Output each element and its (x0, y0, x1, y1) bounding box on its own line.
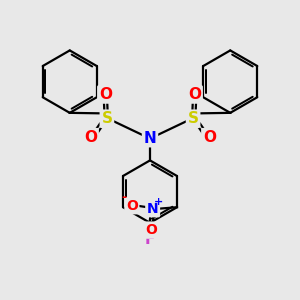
Text: N: N (144, 130, 156, 146)
Text: O: O (99, 87, 112, 102)
Text: -: - (121, 191, 126, 204)
Text: S: S (188, 111, 199, 126)
Text: O: O (145, 223, 157, 237)
Text: N: N (147, 202, 158, 216)
Text: O: O (188, 87, 201, 102)
Text: S: S (101, 111, 112, 126)
Text: +: + (153, 197, 163, 207)
Text: O: O (203, 130, 216, 145)
Text: F: F (145, 232, 155, 247)
Text: O: O (126, 199, 138, 213)
Text: O: O (84, 130, 97, 145)
